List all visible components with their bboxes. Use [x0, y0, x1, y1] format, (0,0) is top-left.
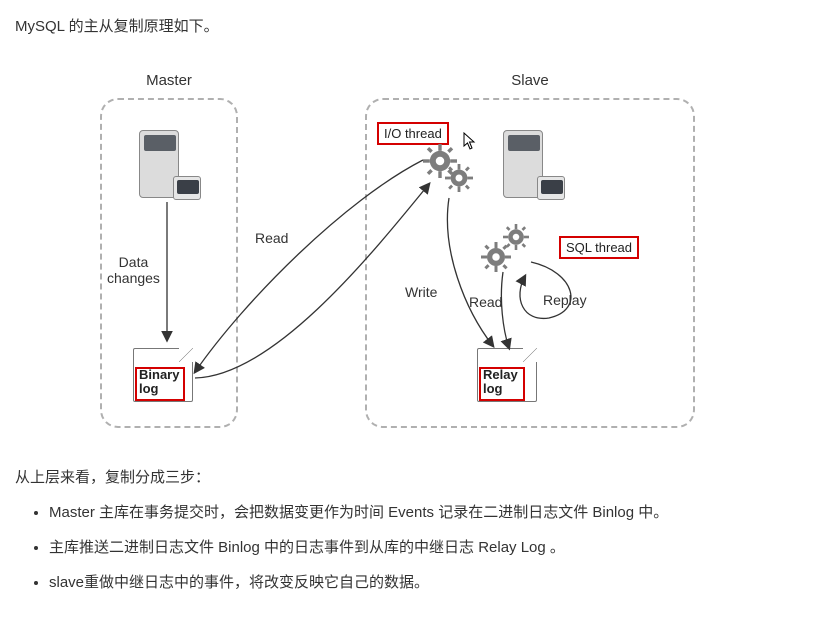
bullet-item: 主库推送二进制日志文件 Binlog 中的日志事件到从库的中继日志 Relay … — [49, 536, 806, 557]
slave-title: Slave — [511, 72, 549, 89]
bullet-item: Master 主库在事务提交时，会把数据变更作为时间 Events 记录在二进制… — [49, 501, 806, 522]
bullet-item: slave重做中继日志中的事件，将改变反映它自己的数据。 — [49, 571, 806, 592]
write-label: Write — [405, 284, 437, 300]
io-thread-gear-icon-2 — [445, 164, 473, 192]
slave-server-icon — [503, 120, 559, 198]
read-outer-label: Read — [255, 230, 288, 246]
replay-label: Replay — [543, 292, 587, 308]
binary-log-highlight — [135, 367, 185, 401]
subhead-text: 从上层来看，复制分成三步： — [15, 466, 806, 487]
data-changes-label: Data changes — [107, 254, 160, 286]
sql-thread-gear-icon-2 — [503, 224, 529, 250]
cursor-icon — [463, 132, 477, 150]
master-title: Master — [146, 72, 192, 89]
read-inner-label: Read — [469, 294, 502, 310]
intro-text: MySQL 的主从复制原理如下。 — [15, 15, 806, 36]
master-server-icon — [139, 120, 195, 198]
relay-log-highlight — [479, 367, 525, 401]
bullet-list: Master 主库在事务提交时，会把数据变更作为时间 Events 记录在二进制… — [15, 501, 806, 592]
io-thread-label: I/O thread — [377, 122, 449, 145]
sql-thread-label: SQL thread — [559, 236, 639, 259]
replication-diagram: Master Data changes Binary log Slave I/O… — [45, 50, 745, 430]
